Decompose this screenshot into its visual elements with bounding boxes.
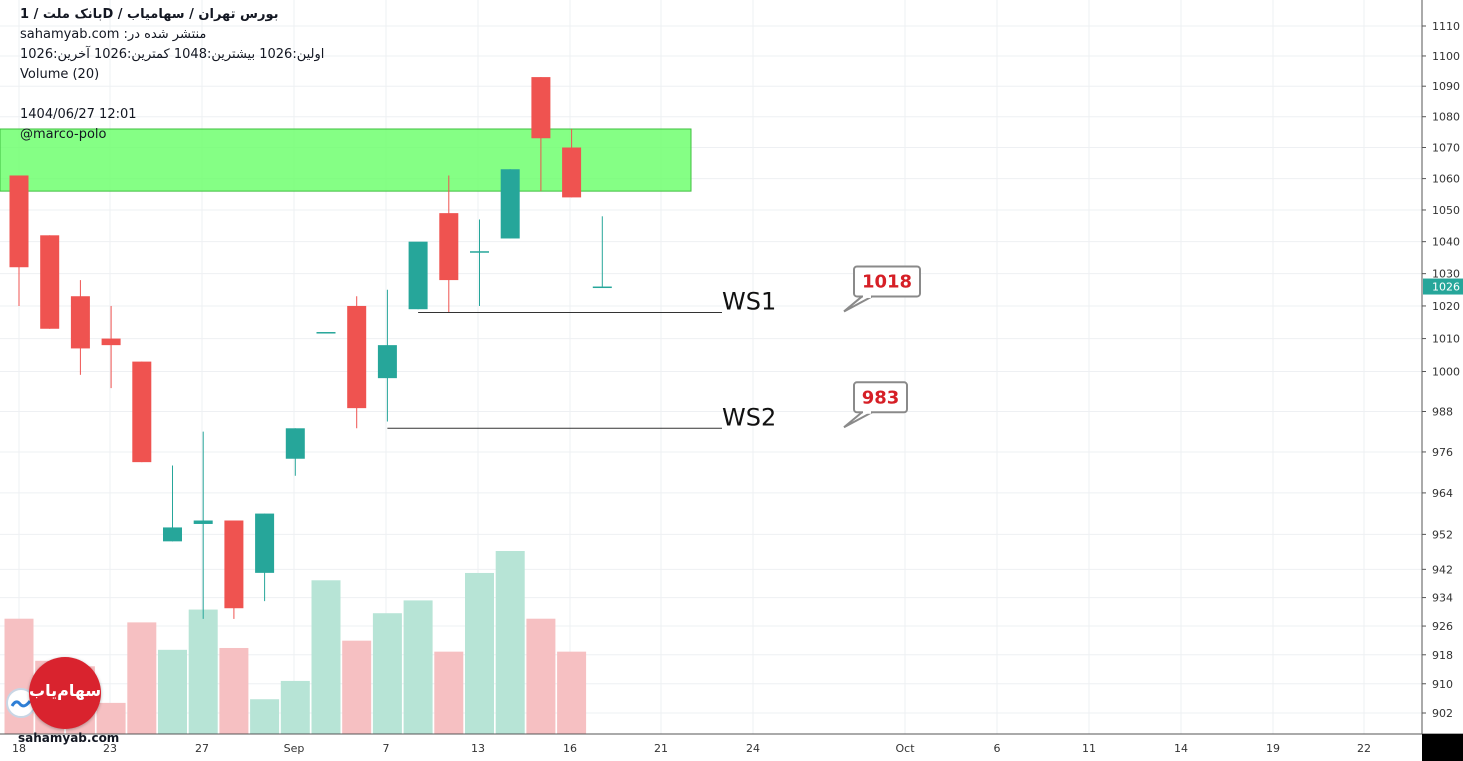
last-price-badge — [1423, 278, 1463, 295]
chart-title: بانک ملت / 1D / بورس تهران / سهامیاب — [20, 7, 279, 22]
callout-box — [853, 381, 908, 414]
y-tick-label: 934 — [1432, 592, 1453, 605]
brand-logo-text: سهام‌یاب — [29, 681, 102, 700]
y-tick-label: 1060 — [1432, 173, 1460, 186]
candle-body — [163, 527, 182, 542]
y-tick-label: 910 — [1432, 678, 1453, 691]
candle-body — [592, 286, 612, 289]
candle-layer — [9, 77, 612, 619]
y-tick-label: 964 — [1432, 487, 1453, 500]
volume-bar — [465, 572, 494, 734]
y-tick-label: 926 — [1432, 620, 1453, 633]
candle-body — [316, 332, 336, 334]
y-tick-label: 1080 — [1432, 111, 1460, 124]
y-tick-label: 1010 — [1432, 333, 1460, 346]
candle-body — [9, 175, 29, 268]
volume-label: Volume (20) — [20, 67, 100, 82]
candle-body — [531, 77, 551, 139]
y-tick-label: 1020 — [1432, 300, 1460, 313]
volume-bar — [96, 702, 126, 734]
x-tick-label: Sep — [284, 742, 305, 755]
callout-value: 1018 — [862, 271, 912, 292]
level-label-ws1: WS1 — [722, 287, 776, 315]
footer-site: sahamyab.com — [18, 731, 120, 745]
x-tick-label: 23 — [103, 742, 117, 755]
volume-bar — [403, 600, 433, 734]
candle-body — [408, 241, 428, 310]
callout-pointer — [843, 411, 873, 429]
author: @marco-polo — [20, 127, 107, 142]
x-tick-label: 18 — [12, 742, 26, 755]
level-layer: WS1 1018 WS2 983 — [387, 265, 921, 431]
callout-box — [853, 265, 921, 298]
corner-box — [1422, 734, 1463, 761]
y-tick-label: 902 — [1432, 707, 1453, 720]
x-tick-label: 24 — [746, 742, 760, 755]
y-tick-label: 1070 — [1432, 142, 1460, 155]
volume-bar — [342, 640, 372, 734]
callout-value: 983 — [862, 387, 900, 408]
brand-logo: سهام‌یاب — [29, 657, 101, 729]
y-tick-label: 1050 — [1432, 204, 1460, 217]
y-tick-label: 1100 — [1432, 50, 1460, 63]
volume-bar — [127, 622, 157, 734]
y-tick-label: 918 — [1432, 649, 1453, 662]
x-tick-label: 21 — [654, 742, 668, 755]
candle-body — [377, 345, 397, 379]
volume-bar — [372, 613, 402, 734]
x-tick-label: 22 — [1357, 742, 1371, 755]
candle-body — [562, 147, 582, 198]
x-tick-label: 16 — [563, 742, 577, 755]
y-tick-label: 1030 — [1432, 268, 1460, 281]
candle-body — [70, 296, 90, 349]
x-tick-label: 13 — [471, 742, 485, 755]
volume-bar — [495, 551, 525, 734]
volume-bar — [158, 649, 187, 734]
volume-bar — [280, 680, 310, 734]
volume-bar — [557, 651, 587, 734]
y-tick-label: 1000 — [1432, 366, 1460, 379]
last-price-label: 1026 — [1432, 281, 1460, 294]
timestamp: 1404/06/27 12:01 — [20, 107, 137, 122]
x-tick-label: 27 — [195, 742, 209, 755]
candle-body — [439, 213, 459, 281]
y-tick-label: 942 — [1432, 563, 1453, 576]
candle-body — [347, 305, 367, 409]
y-tick-label: 1110 — [1432, 20, 1460, 33]
candle-body — [285, 428, 305, 459]
volume-bar — [219, 647, 249, 734]
candle-body — [255, 513, 275, 573]
x-tick-label: 19 — [1266, 742, 1280, 755]
x-tick-label: 14 — [1174, 742, 1188, 755]
x-tick-label: 7 — [383, 742, 390, 755]
y-tick-label: 1090 — [1432, 80, 1460, 93]
volume-bar — [250, 699, 280, 734]
candle-body — [500, 169, 520, 239]
candle-body — [101, 338, 121, 346]
y-tick-label: 952 — [1432, 528, 1453, 541]
y-tick-label: 1040 — [1432, 236, 1460, 249]
candle-body — [224, 520, 244, 609]
volume-bar — [434, 651, 464, 734]
y-tick-label: 988 — [1432, 405, 1453, 418]
candle-body — [470, 251, 489, 253]
volume-bar — [526, 618, 556, 734]
volume-bar — [188, 609, 218, 734]
callout-pointer — [843, 295, 873, 313]
level-label-ws2: WS2 — [722, 403, 776, 431]
candle-body — [40, 235, 60, 329]
candle-body — [132, 361, 152, 463]
x-tick-label: Oct — [895, 742, 915, 755]
published-line: sahamyab.com :منتشر شده در — [20, 27, 207, 42]
ohlc-line: اولین:1026 بیشترین:1048 کمترین:1026 آخری… — [20, 47, 325, 62]
candle-body — [193, 520, 213, 524]
y-tick-label: 976 — [1432, 446, 1453, 459]
x-tick-label: 11 — [1082, 742, 1096, 755]
x-tick-label: 6 — [994, 742, 1001, 755]
volume-bar — [311, 580, 341, 734]
